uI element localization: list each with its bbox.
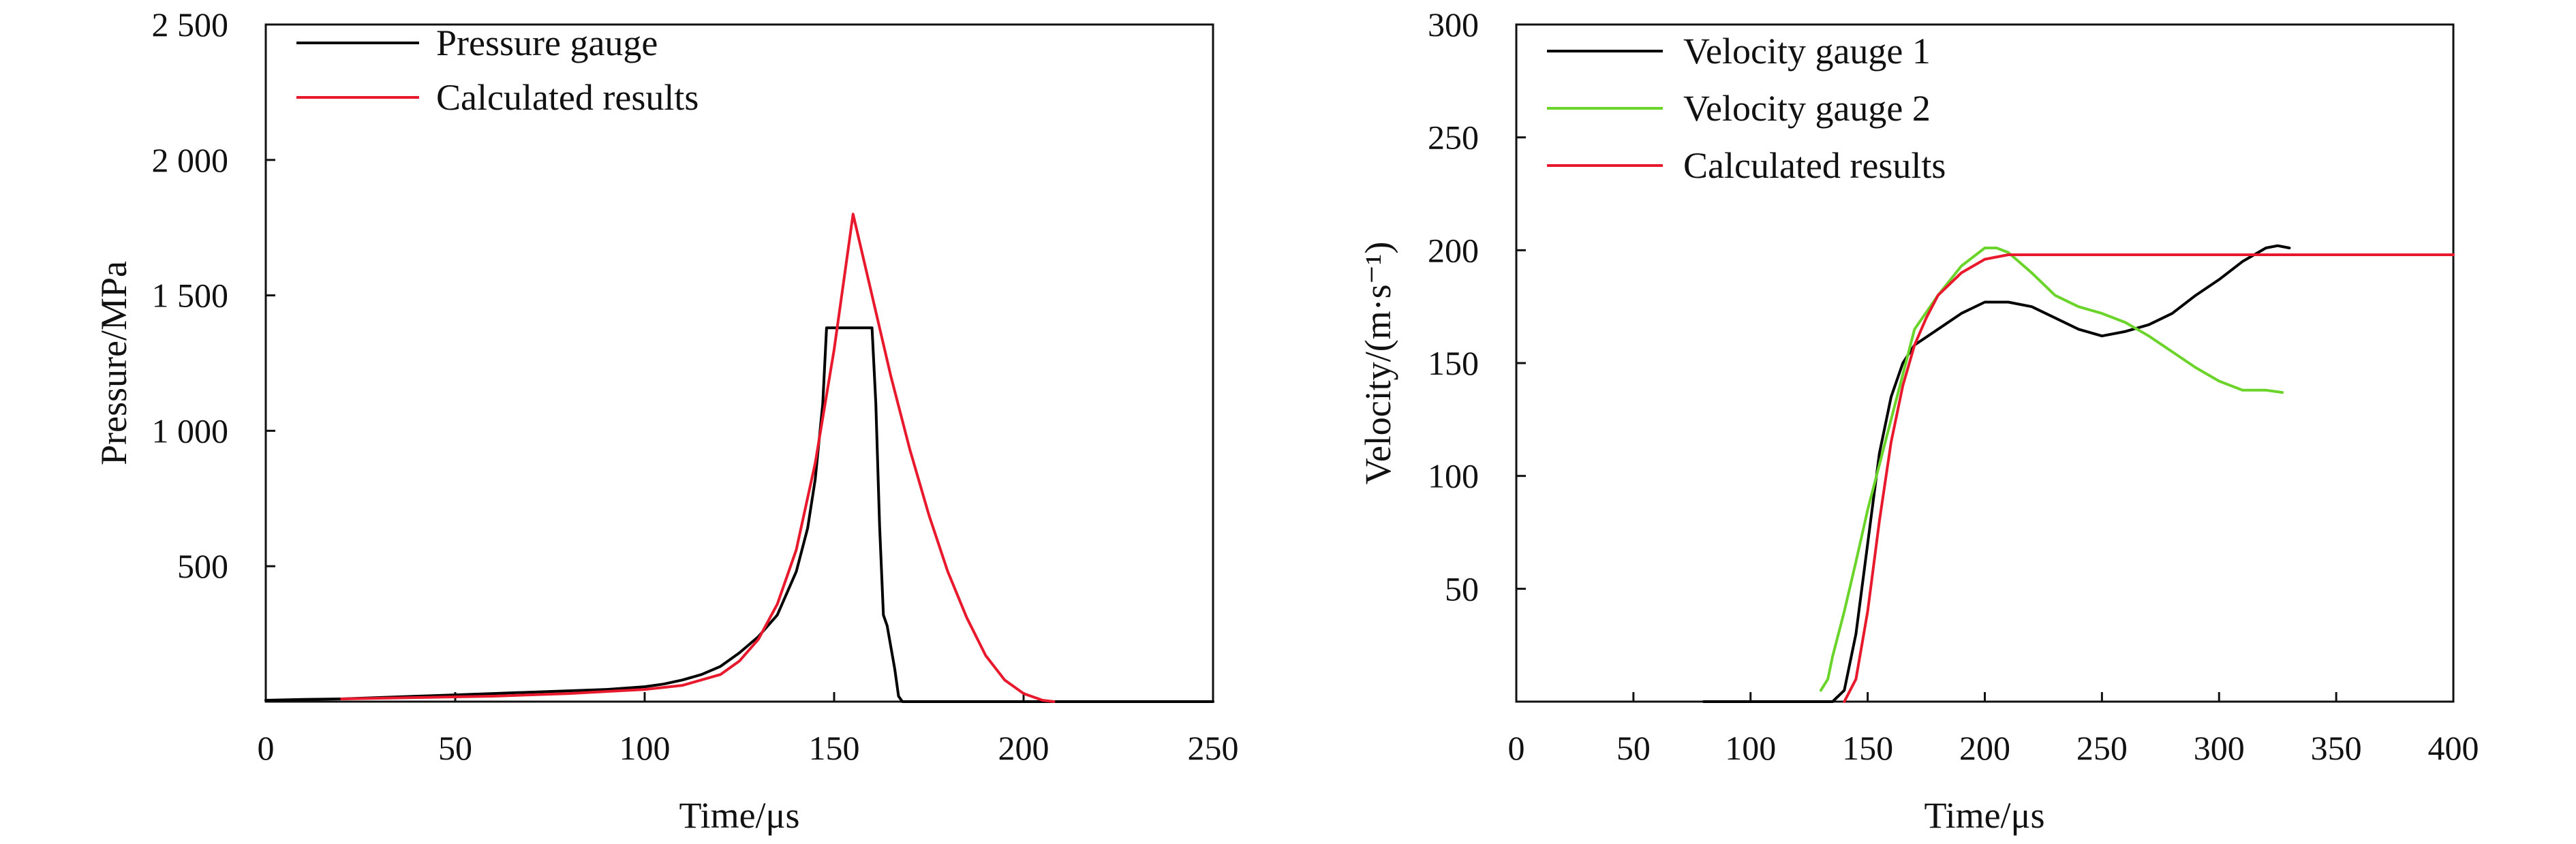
x-tick-label: 350 [2311,729,2362,767]
velocity-chart: 0 50 100 150 200 250 300 350 400 50 100 150 200 250 3… [1358,5,2479,836]
y-tick-label: 50 [1445,569,1479,608]
x-tick-label: 0 [1508,729,1525,767]
x-tick-label: 50 [438,729,472,767]
series-line-3 [1843,253,2455,703]
legend-label: Calculated results [1683,145,1946,186]
x-axis-title: Time/μs [1924,795,2044,836]
x-tick-label: 400 [2428,729,2479,767]
y-axis: 500 1 000 1 500 2 000 2 500 [152,5,275,585]
x-tick-label: 0 [258,729,275,767]
plot-lines [1702,244,2455,703]
y-axis-title: Pressure/MPa [93,261,134,465]
x-tick-label: 50 [1616,729,1651,767]
x-tick-label: 200 [1959,729,2010,767]
plot-lines [264,213,1214,703]
x-tick-label: 250 [2076,729,2128,767]
plot-frame [1515,23,2455,703]
x-axis: 0 50 100 150 200 250 [258,692,1239,767]
legend-label: Calculated results [436,77,699,118]
legend-label: Velocity gauge 1 [1683,31,1931,72]
y-tick-label: 150 [1428,344,1479,382]
y-tick-label: 2 000 [152,141,229,179]
y-tick-label: 300 [1428,5,1479,44]
y-tick-label: 500 [177,547,228,585]
y-tick-label: 200 [1428,231,1479,269]
legend: Pressure gauge Calculated results [296,22,699,118]
x-tick-label: 300 [2194,729,2245,767]
y-tick-label: 1 000 [152,411,229,450]
y-tick-label: 2 500 [152,5,229,44]
x-tick-label: 100 [1725,729,1776,767]
legend: Velocity gauge 1 Velocity gauge 2 Calculat… [1547,31,1946,186]
y-axis: 50 100 150 200 250 300 [1428,5,1526,608]
plot-frame [264,23,1214,703]
legend-label: Pressure gauge [436,22,658,63]
y-tick-label: 100 [1428,457,1479,495]
x-axis: 0 50 100 150 200 250 300 350 400 [1508,692,2479,767]
x-tick-label: 100 [619,729,671,767]
series-line-1 [1702,244,2291,703]
y-tick-label: 1 500 [152,277,229,315]
x-tick-label: 150 [1842,729,1893,767]
legend-label: Velocity gauge 2 [1683,88,1931,129]
x-tick-label: 250 [1188,729,1239,767]
series-line-2 [1819,247,2284,692]
x-tick-label: 200 [998,729,1049,767]
y-tick-label: 250 [1428,119,1479,157]
y-axis-title: Velocity/(m·s⁻¹) [1358,242,1398,485]
x-tick-label: 150 [809,729,860,767]
series-line-2 [340,213,1056,703]
x-axis-title: Time/μs [679,795,799,836]
series-line-1 [264,326,1214,703]
